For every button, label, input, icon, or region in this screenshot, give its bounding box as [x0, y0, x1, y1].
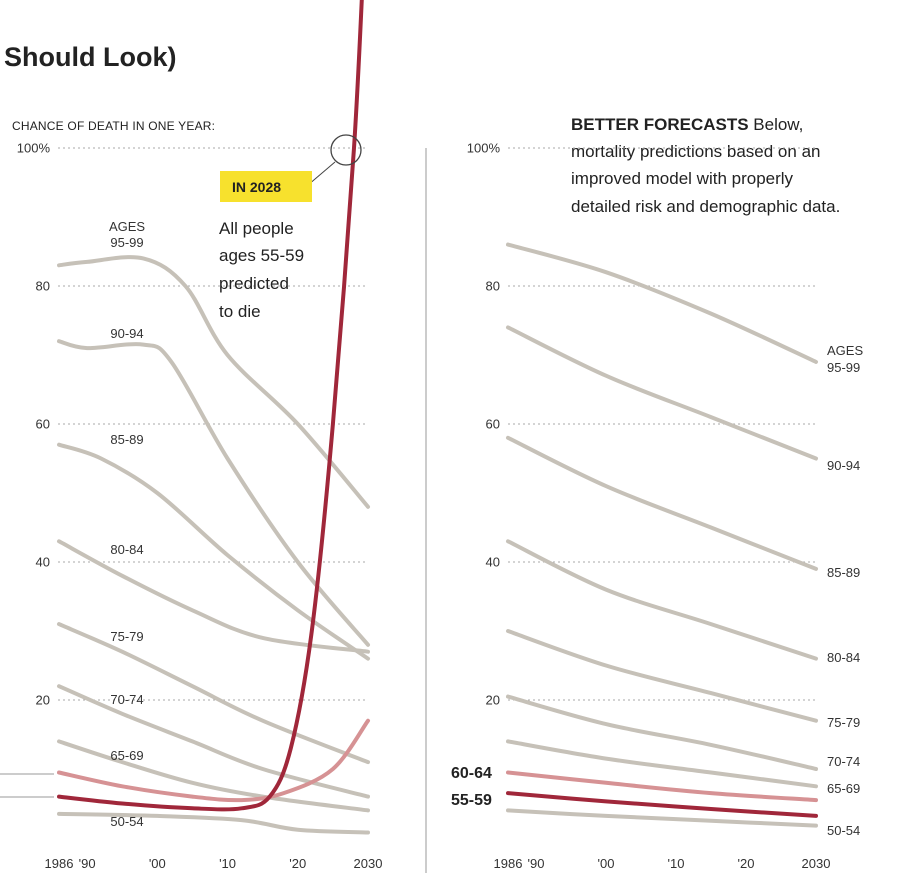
left-x-ticks: 1986 '90 '00 '10 '20 2030: [45, 856, 383, 871]
series-label-95-99: 95-99: [827, 360, 860, 375]
series-line-70-74: [57, 684, 370, 799]
series-line-90-94: [506, 325, 818, 461]
y-tick-label: 60: [36, 417, 50, 432]
series-line-60-64: [57, 718, 370, 803]
y-tick-label: 100%: [467, 141, 501, 156]
y-tick-label: 20: [486, 693, 500, 708]
series-line-85-89: [57, 442, 370, 661]
ages-heading: AGES: [109, 219, 145, 234]
x-tick-label: 2030: [354, 856, 383, 871]
right-series-lines: [506, 242, 818, 828]
series-line-65-69: [506, 739, 818, 789]
y-tick-label: 100%: [17, 141, 51, 156]
y-tick-label: 20: [36, 693, 50, 708]
series-label-75-79: 75-79: [827, 715, 860, 730]
right-chart: BETTER FORECASTS Below, mortality predic…: [451, 115, 863, 871]
y-tick-label: 40: [36, 555, 50, 570]
series-line-95-99: [506, 242, 818, 364]
forecast-note-line-4: detailed risk and demographic data.: [571, 197, 840, 216]
y-tick-label: 40: [486, 555, 500, 570]
right-series-labels: 95-99 90-94 85-89 80-84 75-79 70-74 65-69 50-54…: [827, 343, 863, 838]
highlight-label-55-59: 55-59: [451, 792, 492, 809]
series-line-80-84: [57, 539, 370, 654]
series-line-60-64: [506, 770, 818, 803]
x-tick-label: 2030: [802, 856, 831, 871]
series-line-80-84: [506, 539, 818, 661]
x-tick-label: '00: [598, 856, 615, 871]
callout-leader: [307, 161, 336, 186]
left-y-ticks: 100% 80 60 40 20: [17, 141, 51, 708]
series-label-70-74: 70-74: [827, 754, 860, 769]
x-tick-label: '10: [668, 856, 685, 871]
series-line-55-59: [57, 0, 364, 812]
x-tick-label: '20: [289, 856, 306, 871]
series-label-90-94: 90-94: [827, 458, 860, 473]
series-line-85-89: [506, 435, 818, 571]
left-chart: CHANCE OF DEATH IN ONE YEAR: 100% 80 60 40 2…: [0, 0, 382, 871]
series-label-85-89: 85-89: [827, 565, 860, 580]
y-tick-label: 80: [36, 279, 50, 294]
forecast-note-line-1: BETTER FORECASTS Below,: [571, 115, 803, 134]
right-y-ticks: 100% 80 60 40 20: [467, 141, 501, 708]
left-series-lines: [57, 0, 370, 835]
callout-line-3: predicted: [219, 274, 289, 293]
highlight-label-60-64: 60-64: [451, 765, 492, 782]
right-gridlines: [508, 147, 816, 701]
callout-badge: [220, 171, 312, 202]
forecast-note-line-3: improved model with properly: [571, 169, 794, 188]
callout-line-4: to die: [219, 302, 261, 321]
x-tick-label: '20: [738, 856, 755, 871]
x-tick-label: 1986: [45, 856, 74, 871]
series-line-75-79: [506, 629, 818, 723]
series-line-95-99: [57, 255, 370, 509]
series-line-70-74: [506, 694, 818, 771]
right-x-ticks: 1986 '90 '00 '10 '20 2030: [494, 856, 831, 871]
callout-badge-label: IN 2028: [232, 179, 281, 195]
series-line-90-94: [57, 339, 370, 647]
callout-line-1: All people: [219, 219, 294, 238]
y-tick-label: 60: [486, 417, 500, 432]
series-label-65-69: 65-69: [827, 781, 860, 796]
series-label-80-84: 80-84: [110, 542, 143, 557]
ages-heading: AGES: [827, 343, 863, 358]
callout-line-2: ages 55-59: [219, 246, 304, 265]
series-label-75-79: 75-79: [110, 629, 143, 644]
forecast-note-rest: Below,: [749, 115, 804, 134]
series-label-95-99: 95-99: [110, 235, 143, 250]
left-series-labels: 95-99 90-94 85-89 80-84 75-79 70-74 65-69 50-54…: [109, 219, 145, 829]
series-line-50-54: [57, 811, 370, 835]
forecast-note-bold: BETTER FORECASTS: [571, 115, 749, 134]
series-label-80-84: 80-84: [827, 650, 860, 665]
x-tick-label: '90: [528, 856, 545, 871]
left-gridlines: [58, 147, 366, 701]
y-axis-caption: CHANCE OF DEATH IN ONE YEAR:: [12, 119, 215, 133]
series-label-85-89: 85-89: [110, 432, 143, 447]
y-tick-label: 80: [486, 279, 500, 294]
forecast-note-line-2: mortality predictions based on an: [571, 142, 820, 161]
series-line-65-69: [57, 739, 370, 813]
x-tick-label: '10: [219, 856, 236, 871]
series-line-55-59: [506, 791, 818, 818]
x-tick-label: 1986: [494, 856, 523, 871]
x-tick-label: '00: [149, 856, 166, 871]
series-label-50-54: 50-54: [827, 823, 860, 838]
series-label-90-94: 90-94: [110, 326, 143, 341]
series-line-50-54: [506, 808, 818, 828]
callout-circle: [330, 134, 362, 166]
series-line-75-79: [57, 622, 370, 765]
series-label-65-69: 65-69: [110, 748, 143, 763]
series-label-70-74: 70-74: [110, 692, 143, 707]
x-tick-label: '90: [79, 856, 96, 871]
page-title: Should Look): [4, 42, 176, 72]
series-label-50-54: 50-54: [110, 814, 143, 829]
